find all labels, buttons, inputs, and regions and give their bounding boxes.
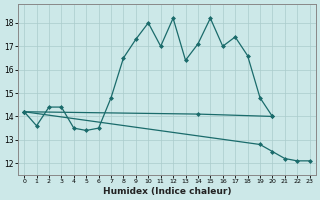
X-axis label: Humidex (Indice chaleur): Humidex (Indice chaleur) (103, 187, 231, 196)
